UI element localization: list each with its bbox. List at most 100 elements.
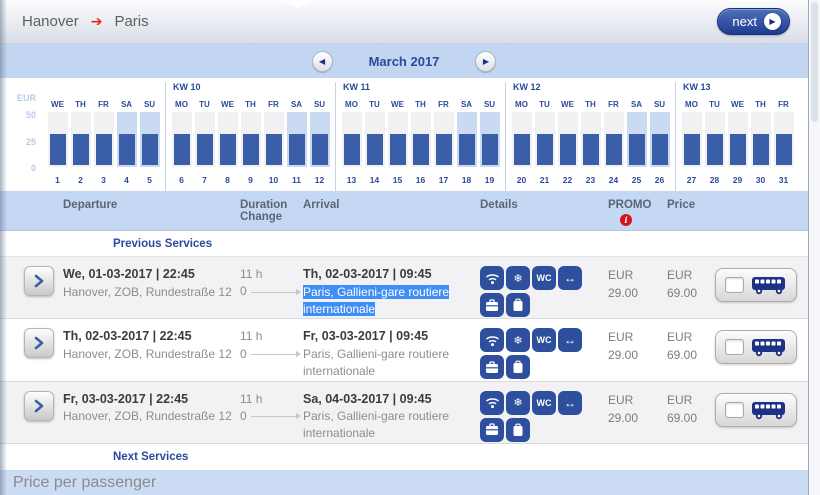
next-button[interactable]: next ▶ <box>717 8 790 35</box>
price-bar[interactable] <box>265 134 282 165</box>
calendar-day-6[interactable]: MO 6 <box>170 96 193 185</box>
price-bar[interactable] <box>366 134 383 165</box>
wc-icon[interactable]: WC <box>532 266 556 290</box>
calendar-day-13[interactable]: MO 13 <box>340 96 363 185</box>
expand-service-button[interactable] <box>24 328 54 359</box>
luggage-icon[interactable] <box>506 293 530 318</box>
wifi-icon[interactable] <box>480 390 504 415</box>
calendar-day-26[interactable]: SU 26 <box>648 96 671 185</box>
select-service-button[interactable] <box>715 330 797 365</box>
select-service-button[interactable] <box>715 392 797 427</box>
select-service-button[interactable] <box>715 268 797 302</box>
calendar-day-24[interactable]: FR 24 <box>602 96 625 185</box>
price-bar[interactable] <box>311 134 328 165</box>
calendar-day-5[interactable]: SU 5 <box>138 96 161 185</box>
price-bar[interactable] <box>118 134 135 165</box>
wc-icon[interactable]: WC <box>532 328 556 353</box>
calendar-day-15[interactable]: WE 15 <box>386 96 409 185</box>
air-conditioning-icon[interactable]: ❄ <box>506 390 530 415</box>
price-bar[interactable] <box>775 134 792 165</box>
calendar-day-7[interactable]: TU 7 <box>193 96 216 185</box>
calendar-day-2[interactable]: TH 2 <box>69 96 92 185</box>
expand-service-button[interactable] <box>24 266 54 296</box>
price-bar[interactable] <box>141 134 158 165</box>
price-bar[interactable] <box>536 134 553 165</box>
hand-luggage-icon[interactable] <box>480 355 504 380</box>
price-bar[interactable] <box>219 134 236 165</box>
calendar-day-23[interactable]: TH 23 <box>579 96 602 185</box>
calendar-day-30[interactable]: TH 30 <box>749 96 772 185</box>
seat-spacing-icon[interactable]: ↔ <box>558 328 582 353</box>
hand-luggage-icon[interactable] <box>480 417 504 442</box>
wifi-icon[interactable] <box>480 328 504 353</box>
calendar-day-20[interactable]: MO 20 <box>510 96 533 185</box>
vertical-scrollbar[interactable] <box>808 0 820 495</box>
wifi-icon[interactable] <box>480 266 504 290</box>
calendar-day-28[interactable]: TU 28 <box>703 96 726 185</box>
calendar-day-11[interactable]: SA 11 <box>285 96 308 185</box>
wc-icon[interactable]: WC <box>532 390 556 415</box>
hand-luggage-icon[interactable] <box>480 293 504 318</box>
select-checkbox[interactable] <box>725 401 744 418</box>
air-conditioning-icon[interactable]: ❄ <box>506 266 530 290</box>
price-bar[interactable] <box>513 134 530 165</box>
price-bar[interactable] <box>582 134 599 165</box>
price-bar[interactable] <box>435 134 452 165</box>
luggage-icon[interactable] <box>506 417 530 442</box>
price-bar[interactable] <box>605 134 622 165</box>
air-conditioning-icon[interactable]: ❄ <box>506 328 530 353</box>
previous-month-button[interactable]: ◀ <box>311 50 333 72</box>
luggage-icon[interactable] <box>506 355 530 380</box>
price-bar[interactable] <box>628 134 645 165</box>
price-bar[interactable] <box>706 134 723 165</box>
next-month-button[interactable]: ▶ <box>475 50 497 72</box>
seat-spacing-icon[interactable]: ↔ <box>558 266 582 290</box>
calendar-day-19[interactable]: SU 19 <box>478 96 501 185</box>
price-bar[interactable] <box>343 134 360 165</box>
next-services-link[interactable]: Next Services <box>0 443 808 470</box>
price-bar[interactable] <box>752 134 769 165</box>
date-label: 10 <box>268 175 279 185</box>
promo-info-icon[interactable]: i <box>620 214 632 226</box>
calendar-day-25[interactable]: SA 25 <box>625 96 648 185</box>
previous-services-link[interactable]: Previous Services <box>0 231 808 257</box>
calendar-day-1[interactable]: WE 1 <box>46 96 69 185</box>
calendar-day-27[interactable]: MO 27 <box>680 96 703 185</box>
calendar-day-17[interactable]: FR 17 <box>432 96 455 185</box>
select-checkbox[interactable] <box>725 339 744 356</box>
select-checkbox[interactable] <box>725 277 744 293</box>
price-bar[interactable] <box>173 134 190 165</box>
price-bar[interactable] <box>412 134 429 165</box>
expand-service-button[interactable] <box>24 390 54 421</box>
price-bar[interactable] <box>49 134 66 165</box>
price-bar[interactable] <box>458 134 475 165</box>
price-bar[interactable] <box>196 134 213 165</box>
calendar-day-14[interactable]: TU 14 <box>363 96 386 185</box>
price-bar[interactable] <box>683 134 700 165</box>
calendar-day-8[interactable]: WE 8 <box>216 96 239 185</box>
calendar-day-12[interactable]: SU 12 <box>308 96 331 185</box>
calendar-day-18[interactable]: SA 18 <box>455 96 478 185</box>
price-bar-track <box>626 112 647 167</box>
calendar-day-10[interactable]: FR 10 <box>262 96 285 185</box>
calendar-day-21[interactable]: TU 21 <box>533 96 556 185</box>
calendar-day-9[interactable]: TH 9 <box>239 96 262 185</box>
price-bar-track <box>704 112 725 167</box>
calendar-day-3[interactable]: FR 3 <box>92 96 115 185</box>
calendar-day-31[interactable]: FR 31 <box>772 96 795 185</box>
price-bar[interactable] <box>95 134 112 165</box>
calendar-day-16[interactable]: TH 16 <box>409 96 432 185</box>
price-bar[interactable] <box>729 134 746 165</box>
calendar-day-22[interactable]: WE 22 <box>556 96 579 185</box>
price-bar[interactable] <box>72 134 89 165</box>
price-bar[interactable] <box>651 134 668 165</box>
price-bar[interactable] <box>389 134 406 165</box>
seat-spacing-icon[interactable]: ↔ <box>558 390 582 415</box>
price-bar[interactable] <box>242 134 259 165</box>
calendar-day-4[interactable]: SA 4 <box>115 96 138 185</box>
price-bar[interactable] <box>288 134 305 165</box>
scrollbar-thumb[interactable] <box>811 2 818 122</box>
price-bar[interactable] <box>481 134 498 165</box>
price-bar[interactable] <box>559 134 576 165</box>
calendar-day-29[interactable]: WE 29 <box>726 96 749 185</box>
